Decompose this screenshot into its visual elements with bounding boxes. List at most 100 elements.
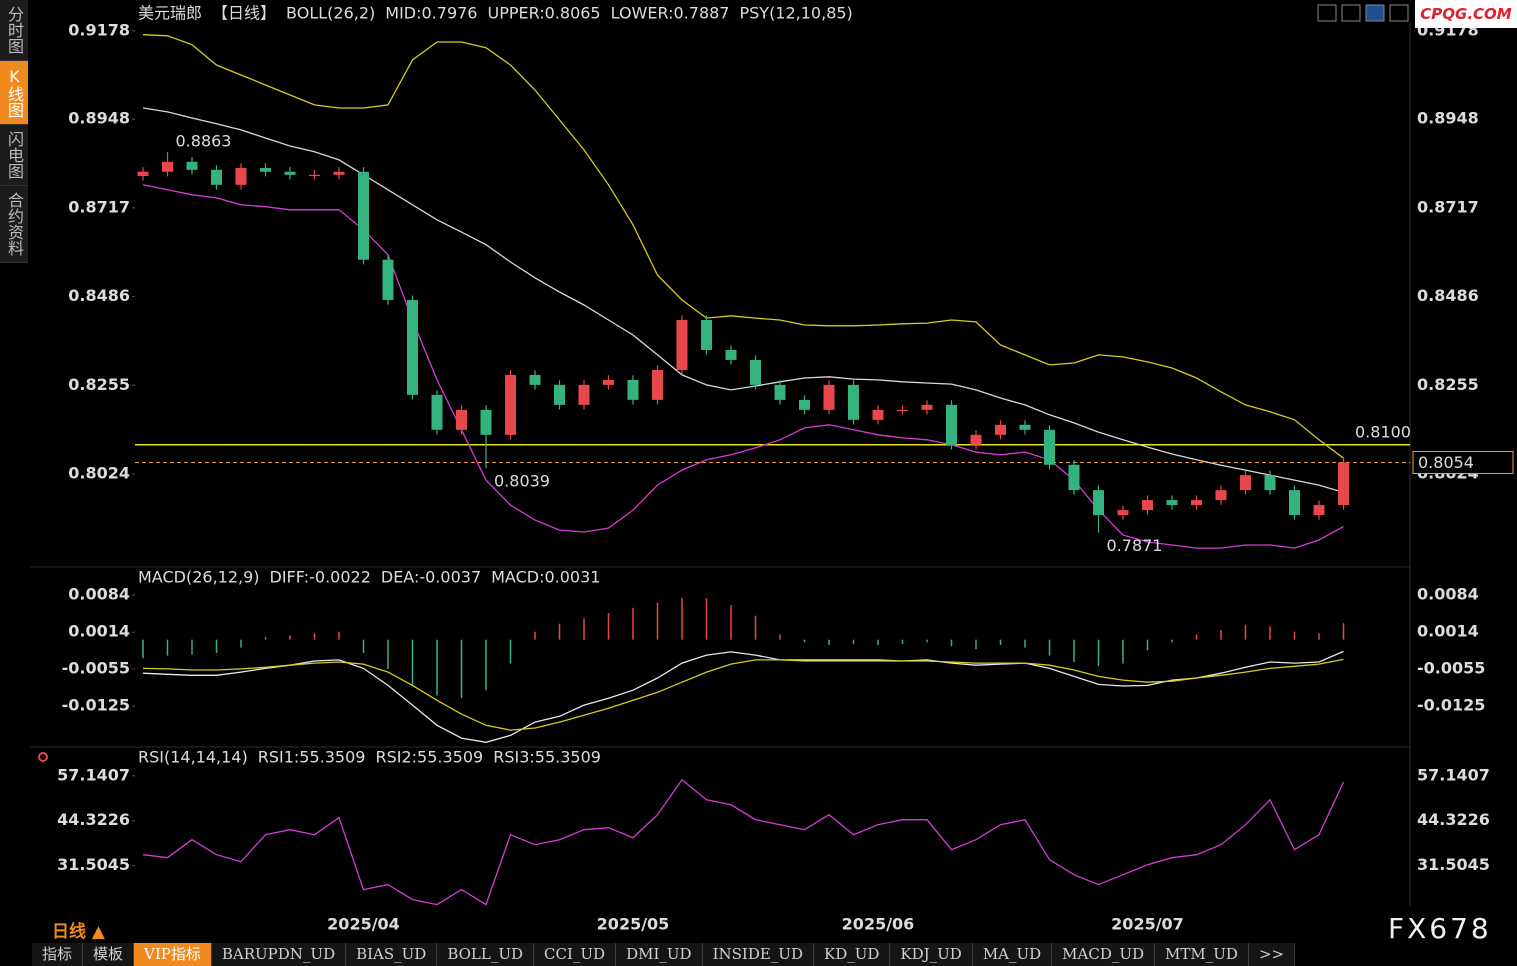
legend-entry: RSI1:55.3509 [258, 748, 366, 767]
extreme-label: 0.7871 [1107, 536, 1163, 555]
candle-body [1019, 424, 1031, 430]
left-tab[interactable]: 合约资料 [0, 186, 28, 263]
candle-body [627, 379, 639, 400]
legend-entry: BOLL(26,2) [286, 4, 375, 23]
bottom-tab[interactable]: KDJ_UD [890, 943, 973, 966]
candle-body [554, 384, 565, 405]
candle-body [848, 384, 859, 420]
candle-body [897, 409, 908, 412]
icon[interactable] [1365, 4, 1385, 22]
bottom-tab[interactable]: DMI_UD [616, 943, 703, 966]
candle-body [725, 349, 737, 360]
x-tick-label: 2025/05 [597, 915, 670, 934]
legend-entry: LOWER:0.7887 [611, 4, 730, 23]
bottom-tab[interactable]: BARUPDN_UD [212, 943, 347, 966]
candle-body [1093, 490, 1104, 516]
legend-entry: DEA:-0.0037 [381, 568, 481, 587]
extreme-label: 0.8039 [494, 472, 550, 491]
candle-body [358, 171, 369, 260]
legend-entry: PSY(12,10,85) [739, 4, 852, 23]
icon[interactable] [1317, 4, 1337, 22]
y-tick-label-right: 0.8486 [1417, 286, 1479, 305]
candle-body [921, 404, 933, 410]
toolbar-icons [1317, 4, 1409, 22]
candle-body [1117, 510, 1129, 516]
left-tab[interactable]: K线图 [0, 61, 28, 125]
y-tick-label: 0.8948 [68, 109, 130, 128]
extreme-label: 0.8863 [176, 131, 232, 150]
left-nav: 分时图 K线图 闪电图 合约资料 [0, 0, 28, 263]
candle-body [946, 404, 957, 445]
bottom-tab[interactable]: MTM_UD [1155, 943, 1249, 966]
candle-body [676, 319, 688, 370]
candle-body [211, 169, 222, 185]
bottom-tab[interactable]: MA_UD [973, 943, 1053, 966]
candle-body [1142, 500, 1153, 511]
legend-entry: MID:0.7976 [385, 4, 477, 23]
band-line [142, 34, 1344, 459]
bottom-tab[interactable]: 指标 [32, 943, 84, 966]
legend-entry: 美元瑞郎 [138, 4, 202, 23]
bottom-tab[interactable]: BIAS_UD [346, 943, 438, 966]
candle-body [1191, 500, 1202, 506]
y-tick-label-right: 31.5045 [1417, 855, 1490, 874]
y-tick-label-right: -0.0055 [1417, 658, 1485, 677]
candle-body [970, 434, 982, 445]
candle-body [995, 424, 1006, 435]
legend-entry: MACD(26,12,9) [138, 568, 260, 587]
candle-body [1240, 475, 1251, 491]
y-tick-label-right: 0.0084 [1417, 585, 1479, 604]
left-tab[interactable]: 闪电图 [0, 125, 28, 186]
bottom-tab[interactable]: CCI_UD [534, 943, 617, 966]
candle-body [480, 409, 492, 435]
candle-body [823, 384, 835, 410]
y-tick-label: -0.0055 [62, 658, 130, 677]
last-price-label: 0.8054 [1418, 453, 1474, 472]
y-tick-label: 0.8024 [68, 463, 130, 482]
bottom-tab[interactable]: BOLL_UD [437, 943, 535, 966]
bottom-tab[interactable]: VIP指标 [134, 943, 212, 966]
x-tick-label: 2025/07 [1111, 915, 1184, 934]
macd-line [142, 650, 1344, 743]
y-tick-label: 0.8255 [68, 375, 130, 394]
candle-body [137, 171, 149, 176]
candle-body [872, 409, 884, 420]
legend-entry: RSI2:55.3509 [375, 748, 483, 767]
y-tick-label: 0.8717 [68, 197, 130, 216]
candle-body [333, 171, 345, 175]
candle-body [1338, 462, 1349, 506]
bottom-tab[interactable]: KD_UD [814, 943, 891, 966]
candle-body [1215, 490, 1227, 501]
y-tick-label-right: 0.8255 [1417, 375, 1479, 394]
icon [38, 752, 48, 762]
legend-entry: RSI3:55.3509 [493, 748, 601, 767]
left-tab[interactable]: 分时图 [0, 0, 28, 61]
x-tick-label: 2025/06 [842, 915, 915, 934]
icon[interactable] [1389, 4, 1409, 22]
candle-body [505, 374, 516, 435]
icon[interactable] [1341, 4, 1361, 22]
bottom-tab[interactable]: INSIDE_UD [703, 943, 814, 966]
bottom-tab[interactable]: 模板 [83, 943, 135, 966]
candle-body [603, 379, 614, 385]
period-label[interactable]: 日线 ▲ [52, 922, 105, 942]
y-tick-label-right: 0.8717 [1417, 197, 1479, 216]
reference-label: 0.8100 [1355, 422, 1411, 441]
y-tick-label: 44.3226 [57, 810, 130, 829]
y-tick-label-right: -0.0125 [1417, 696, 1485, 715]
y-tick-label: 57.1407 [57, 765, 130, 784]
candle-body [407, 300, 418, 395]
legend-entry: MACD:0.0031 [491, 568, 600, 587]
bottom-tab[interactable]: MACD_UD [1052, 943, 1156, 966]
macd-line [142, 658, 1344, 731]
site-logo: CPQG.COM [1415, 0, 1517, 28]
legend-entry: RSI(14,14,14) [138, 748, 248, 767]
last-price-box [1412, 450, 1514, 474]
bottom-tab[interactable]: >> [1249, 943, 1296, 966]
candle-body [1044, 429, 1055, 465]
watermark: FX678 [1388, 912, 1492, 945]
candle-body [431, 394, 443, 430]
candle-body [1289, 490, 1300, 516]
candle-body [309, 174, 320, 177]
